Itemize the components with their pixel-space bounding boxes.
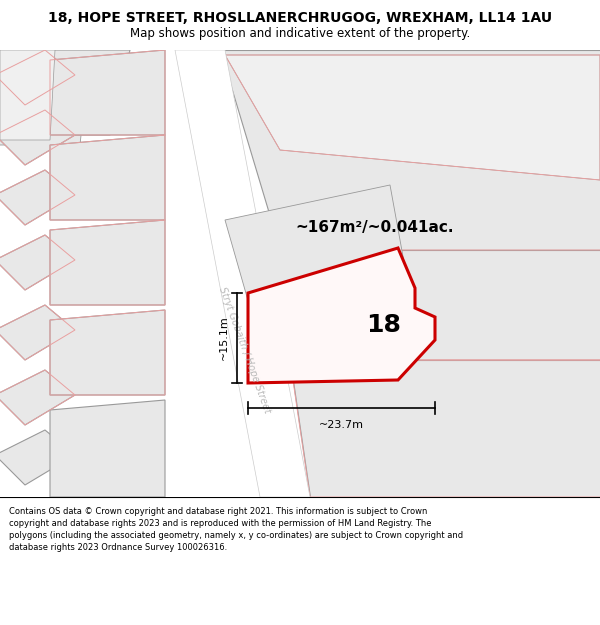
Text: 18, HOPE STREET, RHOSLLANERCHRUGOG, WREXHAM, LL14 1AU: 18, HOPE STREET, RHOSLLANERCHRUGOG, WREX… [48, 11, 552, 25]
Polygon shape [0, 110, 75, 165]
Polygon shape [0, 50, 130, 135]
Text: Map shows position and indicative extent of the property.: Map shows position and indicative extent… [130, 27, 470, 40]
Polygon shape [225, 55, 600, 180]
Polygon shape [0, 430, 75, 485]
Polygon shape [50, 50, 165, 135]
Polygon shape [50, 400, 165, 497]
Polygon shape [270, 250, 600, 360]
Polygon shape [290, 360, 600, 497]
Text: ~15.1m: ~15.1m [219, 316, 229, 361]
Polygon shape [0, 170, 75, 225]
Text: ~23.7m: ~23.7m [319, 420, 364, 430]
Polygon shape [225, 185, 420, 360]
Polygon shape [0, 50, 75, 105]
Polygon shape [50, 135, 165, 220]
Text: Contains OS data © Crown copyright and database right 2021. This information is : Contains OS data © Crown copyright and d… [9, 508, 463, 552]
Polygon shape [0, 305, 75, 360]
Text: ~167m²/~0.041ac.: ~167m²/~0.041ac. [295, 220, 454, 235]
Polygon shape [50, 310, 165, 395]
Polygon shape [50, 220, 165, 305]
Polygon shape [0, 235, 75, 290]
Polygon shape [0, 50, 90, 145]
Polygon shape [0, 50, 55, 140]
Polygon shape [0, 370, 75, 425]
Polygon shape [248, 248, 435, 383]
Text: 18: 18 [367, 312, 401, 337]
Polygon shape [175, 50, 310, 497]
Text: Stryt Gobaith / Hope Street: Stryt Gobaith / Hope Street [217, 286, 272, 414]
Polygon shape [220, 50, 600, 250]
